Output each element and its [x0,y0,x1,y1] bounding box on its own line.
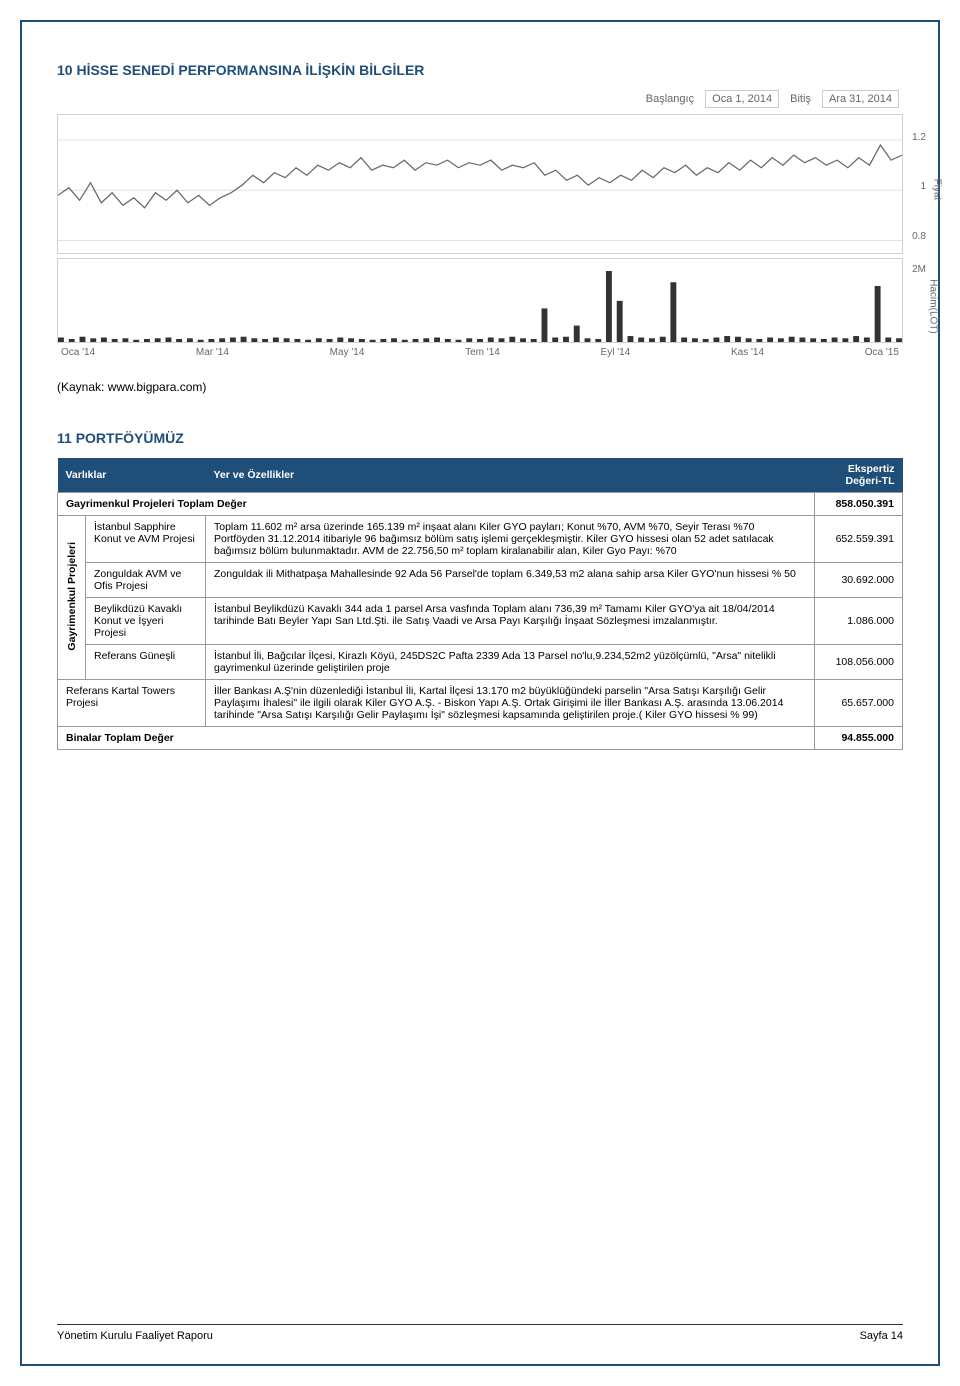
table-row: Referans Güneşli İstanbul İli, Bağcılar … [58,645,903,680]
chart-area: 1.2 1 0.8 Fiyat 2M Hacim(LOT) Oca '14 Ma… [57,114,903,358]
footer-right: Sayfa 14 [860,1330,903,1342]
table-row: Gayrimenkul Projeleri İstanbul Sapphire … [58,516,903,563]
price-y-axis: 1.2 1 0.8 [904,115,932,253]
chart-source: (Kaynak: www.bigpara.com) [57,380,903,394]
col-value: Ekspertiz Değeri-TL [814,458,902,493]
end-label: Bitiş [790,93,811,105]
row-desc: İstanbul Beylikdüzü Kavaklı 344 ada 1 pa… [206,598,815,645]
row-desc: İstanbul İli, Bağcılar İlçesi, Kirazlı K… [206,645,815,680]
volume-axis-title: Hacim(LOT) [927,279,938,333]
ytick: 0.8 [912,231,926,242]
group1-total-row: Gayrimenkul Projeleri Toplam Değer 858.0… [58,493,903,516]
price-chart: 1.2 1 0.8 Fiyat [57,114,903,254]
row-desc: Toplam 11.602 m² arsa üzerinde 165.139 m… [206,516,815,563]
table-row: Beylikdüzü Kavaklı Konut ve İşyeri Proje… [58,598,903,645]
col-features: Yer ve Özellikler [206,458,815,493]
group1-total-label: Gayrimenkul Projeleri Toplam Değer [58,493,815,516]
xlabel: Tem '14 [465,347,500,358]
row-value: 65.657.000 [814,680,902,727]
chart-date-controls: Başlangıç Oca 1, 2014 Bitiş Ara 31, 2014 [57,90,903,108]
footer-left: Yönetim Kurulu Faaliyet Raporu [57,1330,213,1342]
start-label: Başlangıç [646,93,694,105]
row-desc: İller Bankası A.Ş'nin düzenlediği İstanb… [206,680,815,727]
group1-total-value: 858.050.391 [814,493,902,516]
xlabel: Kas '14 [731,347,764,358]
table-row: Referans Kartal Towers Projesi İller Ban… [58,680,903,727]
start-date-field[interactable]: Oca 1, 2014 [705,90,779,108]
xlabel: Eyl '14 [601,347,631,358]
portfolio-table: Varlıklar Yer ve Özellikler Ekspertiz De… [57,458,903,750]
col-assets: Varlıklar [58,458,206,493]
price-axis-title: Fiyat [932,179,943,201]
x-axis-labels: Oca '14 Mar '14 May '14 Tem '14 Eyl '14 … [57,347,903,358]
group2-total-value: 94.855.000 [814,727,902,750]
row-value: 108.056.000 [814,645,902,680]
ytick: 1.2 [912,132,926,143]
row-name: İstanbul Sapphire Konut ve AVM Projesi [86,516,206,563]
row-desc: Zonguldak ili Mithatpaşa Mahallesinde 92… [206,563,815,598]
row-name: Beylikdüzü Kavaklı Konut ve İşyeri Proje… [86,598,206,645]
page-frame: 10 HİSSE SENEDİ PERFORMANSINA İLİŞKİN Bİ… [20,20,940,1366]
row-name: Referans Kartal Towers Projesi [58,680,206,727]
volume-chart: 2M Hacim(LOT) [57,258,903,343]
section-10-title: 10 HİSSE SENEDİ PERFORMANSINA İLİŞKİN Bİ… [57,62,903,78]
row-name: Zonguldak AVM ve Ofis Projesi [86,563,206,598]
end-date-field[interactable]: Ara 31, 2014 [822,90,899,108]
table-row: Zonguldak AVM ve Ofis Projesi Zonguldak … [58,563,903,598]
group1-label-cell: Gayrimenkul Projeleri [58,516,86,680]
row-value: 1.086.000 [814,598,902,645]
ytick: 1 [920,181,926,192]
xlabel: Oca '15 [865,347,899,358]
xlabel: Mar '14 [196,347,229,358]
row-value: 652.559.391 [814,516,902,563]
page-footer: Yönetim Kurulu Faaliyet Raporu Sayfa 14 [57,1324,903,1342]
section-11-title: 11 PORTFÖYÜMÜZ [57,430,903,446]
row-value: 30.692.000 [814,563,902,598]
table-header-row: Varlıklar Yer ve Özellikler Ekspertiz De… [58,458,903,493]
xlabel: Oca '14 [61,347,95,358]
row-name: Referans Güneşli [86,645,206,680]
group2-total-row: Binalar Toplam Değer 94.855.000 [58,727,903,750]
group1-label: Gayrimenkul Projeleri [64,534,80,659]
xlabel: May '14 [330,347,365,358]
ytick: 2M [912,264,926,275]
group2-total-label: Binalar Toplam Değer [58,727,815,750]
